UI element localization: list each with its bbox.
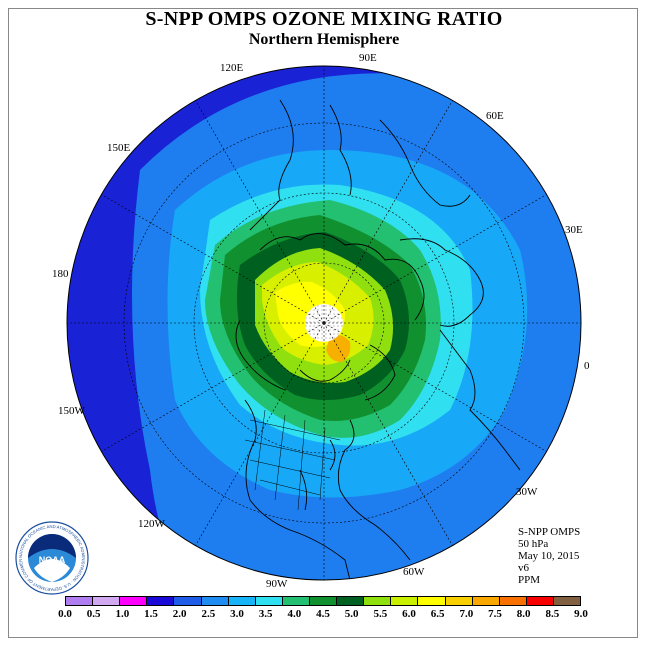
longitude-label-120e: 120E: [220, 62, 244, 74]
instrument-label: S-NPP OMPS: [518, 526, 581, 538]
colorbar-segment: [201, 597, 229, 605]
state-borders: [244, 409, 341, 511]
colorbar-segment: [418, 597, 446, 605]
longitude-label-90w: 90W: [266, 578, 288, 590]
colorbar-tick-label: 1.0: [115, 608, 130, 620]
longitude-label-150w: 150W: [58, 405, 85, 417]
colorbar: [65, 596, 581, 606]
colorbar-ticks: 0.0 0.5 1.0 1.5 2.0 2.5 3.0 3.5 4.0 4.5 5.0 5.5 6.0 6…: [0, 608, 648, 622]
noaa-logo: NATIONAL OCEANIC AND ATMOSPHERIC ADMINIS…: [14, 520, 89, 595]
meridian-line: [323, 97, 455, 324]
colorbar-tick-label: 1.5: [144, 608, 158, 620]
meridian-line: [323, 192, 550, 324]
longitude-label-150e: 150E: [107, 142, 131, 154]
colorbar-tick-label: 5.5: [373, 608, 388, 620]
pressure-level: 50 hPa: [518, 538, 549, 550]
colorbar-tick-label: 5.0: [344, 608, 359, 620]
longitude-label-60w: 60W: [403, 566, 425, 578]
colorbar-tick-label: 2.0: [172, 608, 187, 620]
colorbar-segment: [147, 597, 175, 605]
colorbar-segment: [526, 597, 554, 605]
longitude-label-120w: 120W: [138, 518, 165, 530]
colorbar-tick-label: 8.5: [545, 608, 560, 620]
colorbar-segment: [391, 597, 419, 605]
meridian-line: [98, 192, 325, 324]
colorbar-tick-label: 0.0: [58, 608, 72, 620]
colorbar-tick-label: 2.5: [201, 608, 216, 620]
colorbar-tick-label: 6.5: [430, 608, 445, 620]
colorbar-tick-label: 3.0: [230, 608, 244, 620]
colorbar-tick-label: 0.5: [86, 608, 101, 620]
longitude-label-60e: 60E: [486, 110, 504, 122]
colorbar-tick-label: 4.0: [287, 608, 302, 620]
colorbar-tick-label: 3.5: [258, 608, 273, 620]
coastlines: [235, 99, 521, 580]
colorbar-segment: [120, 597, 148, 605]
meridian-line: [98, 322, 325, 454]
colorbar-segment: [66, 597, 94, 605]
version-label: v6: [518, 562, 529, 574]
longitude-label-30w: 30W: [516, 486, 538, 498]
colorbar-segment: [255, 597, 283, 605]
date-label: May 10, 2015: [518, 550, 580, 562]
colorbar-segment: [174, 597, 202, 605]
colorbar-segment: [337, 597, 365, 605]
meridian-line: [193, 322, 325, 549]
units-label: PPM: [518, 574, 541, 586]
colorbar-segment: [553, 597, 581, 605]
figure-border: [8, 8, 638, 638]
colorbar-segment: [309, 597, 338, 605]
longitude-label-30e: 30E: [565, 224, 583, 236]
colorbar-segment: [364, 597, 392, 605]
colorbar-tick-label: 8.0: [516, 608, 531, 620]
map-title: S-NPP OMPS OZONE MIXING RATIO: [145, 8, 503, 30]
colorbar-tick-label: 7.5: [488, 608, 502, 620]
longitude-label-0: 0: [584, 360, 590, 372]
longitude-label-180: 180: [52, 268, 69, 280]
colorbar-segment: [499, 597, 527, 605]
colorbar-segment: [445, 597, 473, 605]
map-edge: [66, 65, 582, 581]
longitude-label-90e: 90E: [359, 52, 377, 64]
meridian-line: [193, 97, 325, 324]
colorbar-tick-label: 7.0: [459, 608, 474, 620]
map-subtitle: Northern Hemisphere: [248, 31, 400, 48]
meridian-line: [323, 322, 550, 454]
colorbar-tick-label: 9.0: [574, 608, 588, 620]
meridian-line: [323, 322, 455, 549]
colorbar-tick-label: 4.5: [316, 608, 330, 620]
colorbar-segment: [282, 597, 310, 605]
colorbar-tick-label: 6.0: [402, 608, 416, 620]
logo-text: NOAA: [39, 555, 66, 565]
meridians: [67, 66, 581, 580]
band-7-0: [326, 334, 351, 362]
colorbar-segment: [93, 597, 121, 605]
colorbar-segment: [472, 597, 500, 605]
colorbar-segment: [228, 597, 256, 605]
